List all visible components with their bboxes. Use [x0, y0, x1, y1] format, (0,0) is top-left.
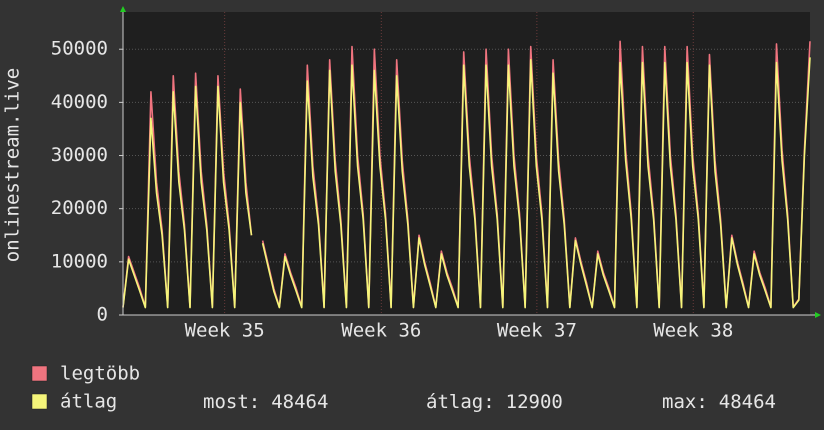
- lines: [122, 40, 811, 309]
- stat-label: átlag:: [426, 391, 495, 413]
- y-axis-arrow: [120, 6, 126, 12]
- y-tick-label: 20000: [51, 197, 108, 219]
- stat-label: most:: [203, 391, 260, 413]
- y-tick-label: 40000: [51, 91, 108, 113]
- x-tick-label: Week 35: [185, 320, 265, 342]
- y-tick-label: 0: [97, 304, 108, 326]
- ticks: 0 10000 20000 30000 40000 50000 Week 35 Week 36…: [51, 38, 734, 342]
- legend-label: legtöbb: [60, 363, 140, 385]
- plot-area: [123, 12, 810, 315]
- y-tick-label: 10000: [51, 250, 108, 272]
- series-line: [122, 57, 811, 309]
- legend-label: átlag: [60, 391, 117, 413]
- legend-swatch: [31, 365, 48, 382]
- x-tick-label: Week 36: [341, 320, 421, 342]
- y-tick-label: 50000: [51, 38, 108, 60]
- legend-swatch: [31, 393, 48, 410]
- y-axis-title: onlinestream.live: [2, 68, 24, 262]
- stat-value: 48464: [271, 391, 328, 413]
- legend: legtöbb átlag most: 48464 átlag: 12900 max: 484…: [31, 363, 776, 413]
- y-tick-label: 30000: [51, 144, 108, 166]
- stat: most: 48464: [203, 391, 328, 413]
- stat: átlag: 12900: [426, 391, 563, 413]
- x-tick-label: Week 38: [653, 320, 733, 342]
- stat-value: 48464: [719, 391, 776, 413]
- stat-value: 12900: [506, 391, 563, 413]
- x-axis-arrow: [815, 312, 821, 318]
- stat-label: max:: [662, 391, 708, 413]
- stat: max: 48464: [662, 391, 776, 413]
- x-tick-label: Week 37: [497, 320, 577, 342]
